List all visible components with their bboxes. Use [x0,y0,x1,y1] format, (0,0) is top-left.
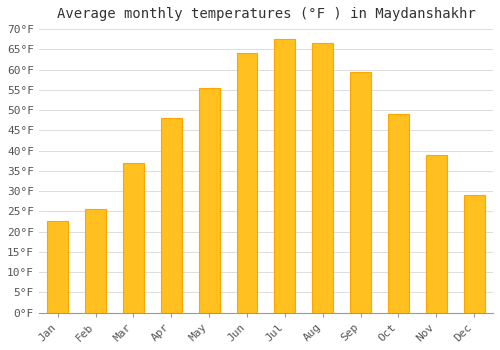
Bar [161,118,182,313]
Bar [123,163,144,313]
Bar [350,72,371,313]
Bar [48,222,68,313]
Bar [198,88,220,313]
Bar [388,114,409,313]
Title: Average monthly temperatures (°F ) in Maydanshakhr: Average monthly temperatures (°F ) in Ma… [56,7,476,21]
Bar [85,209,106,313]
Bar [426,155,446,313]
Bar [464,195,484,313]
Bar [274,39,295,313]
Bar [312,43,333,313]
Bar [236,53,258,313]
